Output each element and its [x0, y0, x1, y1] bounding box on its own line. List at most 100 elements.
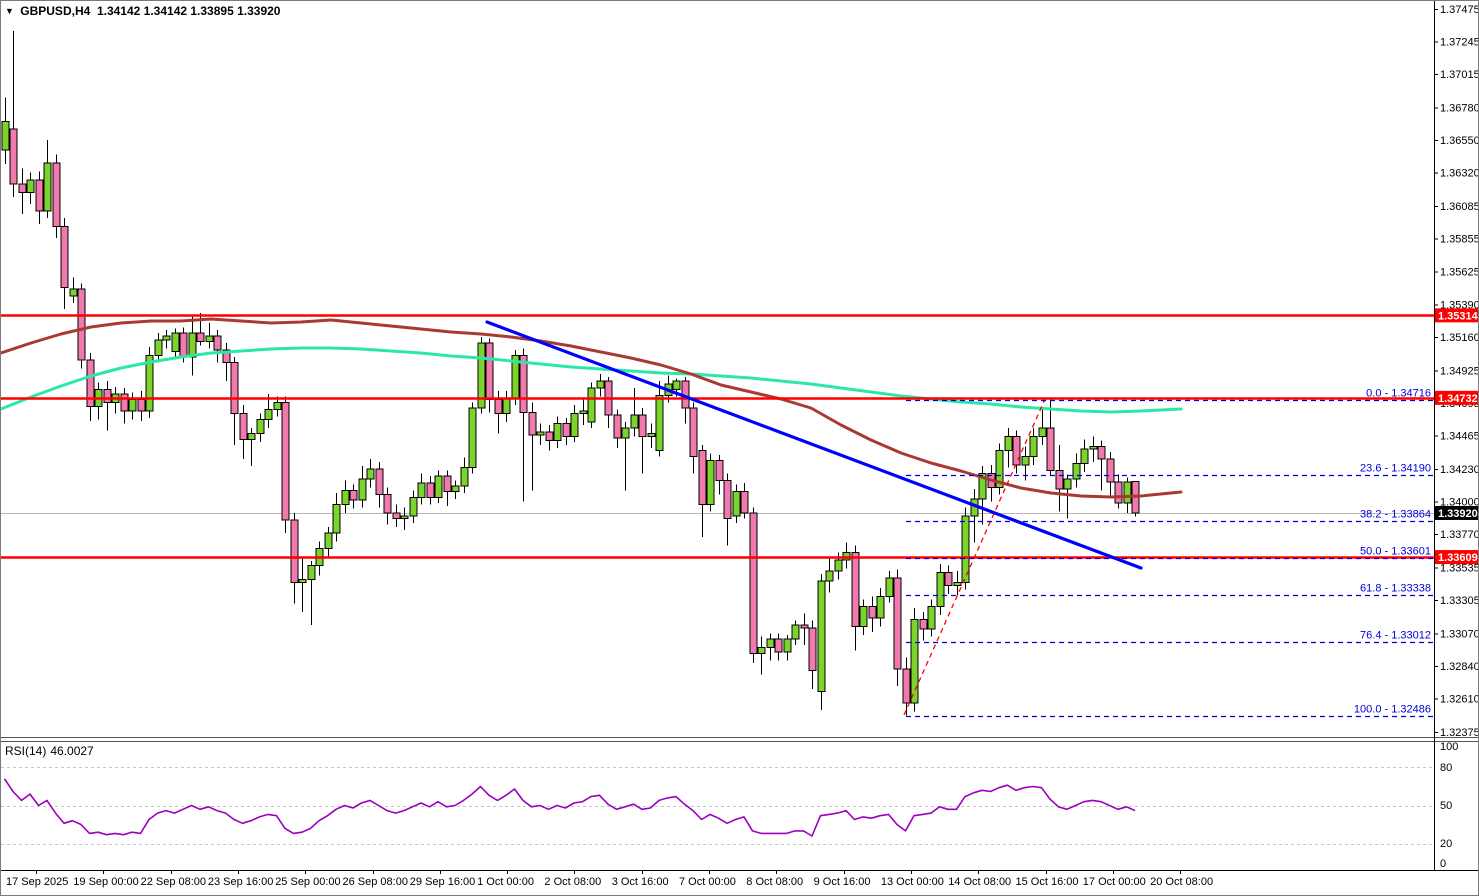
candle-up: [655, 394, 664, 452]
candle-down: [103, 389, 112, 403]
chart-title: ▼ GBPUSD,H4 1.34142 1.34142 1.33895 1.33…: [5, 4, 280, 18]
candle-up: [307, 564, 316, 581]
candle-up: [171, 332, 180, 352]
chart-menu-triangle-icon[interactable]: ▼: [5, 6, 14, 16]
rsi-value: 46.0027: [50, 744, 94, 758]
candle-down: [740, 491, 749, 514]
candle-up: [621, 427, 630, 439]
price-axis-label: 1.35855: [1440, 234, 1479, 246]
candle-up: [1004, 435, 1013, 452]
descending-trendline[interactable]: [485, 320, 1143, 570]
candle-up: [145, 355, 154, 412]
ohlc-readout: 1.34142 1.34142 1.33895 1.33920: [96, 4, 281, 18]
rsi-pane[interactable]: [1, 767, 1434, 845]
candle-up: [834, 559, 843, 572]
candle-up: [256, 418, 265, 435]
candle-up: [817, 580, 826, 693]
candle-down: [60, 226, 69, 289]
candle-down: [715, 460, 724, 481]
candle-up: [417, 482, 426, 498]
candle-up: [264, 408, 273, 420]
candle-down: [196, 332, 205, 342]
candle-up: [706, 460, 715, 505]
candle-up: [434, 475, 443, 498]
candle-up: [409, 496, 418, 517]
candle-down: [120, 393, 129, 412]
candle-up: [553, 423, 562, 442]
fibonacci-level-label: 100.0 - 1.32486: [1354, 704, 1431, 716]
candle-up: [630, 414, 639, 429]
time-axis-label: 19 Sep 00:00: [73, 876, 138, 888]
rsi-axis-label: 100: [1440, 741, 1458, 753]
rsi-axis-label: 50: [1440, 800, 1452, 812]
time-axis-label: 23 Sep 16:00: [208, 876, 273, 888]
candle-up: [766, 638, 775, 649]
rsi-name: RSI(14): [5, 744, 47, 758]
candle-up: [1063, 478, 1072, 490]
candle-down: [230, 362, 239, 415]
current-price-tag: [1435, 505, 1478, 520]
candle-up: [400, 515, 409, 520]
candle-up: [961, 515, 970, 583]
time-axis-label: 8 Oct 08:00: [746, 876, 803, 888]
candle-up: [205, 335, 214, 342]
candle-down: [893, 577, 902, 670]
candle-down: [485, 342, 494, 401]
candle-up: [885, 577, 894, 598]
fibonacci-diagonal-line[interactable]: [903, 396, 1047, 716]
fibonacci-level-label: 50.0 - 1.33601: [1360, 546, 1431, 558]
candle-down: [494, 399, 503, 415]
candle-down: [281, 401, 290, 521]
candle-down: [35, 179, 44, 212]
time-axis-label: 7 Oct 00:00: [679, 876, 736, 888]
candle-up: [672, 380, 681, 391]
candle-down: [290, 519, 299, 583]
candle-up: [1089, 445, 1098, 450]
candle-down: [545, 431, 554, 442]
candle-up: [26, 179, 35, 194]
candle-down: [213, 335, 222, 351]
candle-down: [689, 407, 698, 457]
fibonacci-retracement[interactable]: 0.0 - 1.34716 23.6 - 1.34190 38.2 - 1.3386…: [903, 388, 1434, 718]
price-axis-label: 1.32840: [1440, 661, 1479, 673]
candle-down: [77, 288, 86, 361]
candle-down: [383, 494, 392, 514]
candle-up: [1021, 455, 1030, 466]
candle-up: [460, 467, 469, 487]
candle-up: [468, 407, 477, 469]
candle-up: [647, 433, 656, 437]
candle-down: [239, 413, 248, 440]
time-axis-label: 9 Oct 16:00: [814, 876, 871, 888]
candle-up: [128, 399, 137, 412]
time-axis-label: 15 Oct 16:00: [1016, 876, 1079, 888]
candle-down: [1097, 445, 1106, 460]
candle-up: [570, 413, 579, 437]
candle-up: [154, 339, 163, 357]
price-axis-label: 1.36550: [1440, 135, 1479, 147]
candle-down: [851, 552, 860, 627]
ma-fast-teal[interactable]: [1, 346, 1183, 414]
candle-down: [749, 512, 758, 654]
candle-up: [995, 450, 1004, 488]
current-price-tag-text: 1.33920: [1438, 508, 1478, 520]
candle-down: [1012, 435, 1021, 466]
level-price-tag-text: 1.35314: [1438, 310, 1479, 322]
candle-up: [273, 401, 282, 410]
price-axis-label: 1.33305: [1440, 595, 1479, 607]
candle-down: [774, 638, 783, 653]
price-axis[interactable]: 1.37475 1.37245 1.37015 1.36780 1.36550 1.363…: [1434, 1, 1479, 870]
time-axis-label: 20 Oct 08:00: [1150, 876, 1213, 888]
ma-slow-brown[interactable]: [1, 317, 1183, 499]
time-axis[interactable]: 17 Sep 2025 19 Sep 00:00 22 Sep 08:00 23 Se…: [1, 870, 1479, 888]
candle-up: [332, 503, 341, 534]
price-axis-label: 1.33070: [1440, 628, 1479, 640]
fibonacci-level-label: 61.8 - 1.33338: [1360, 583, 1431, 595]
candle-down: [562, 423, 571, 437]
candle-up: [757, 647, 766, 654]
time-axis-label: 14 Oct 08:00: [948, 876, 1011, 888]
level-price-tag: [1435, 308, 1478, 323]
candle-up: [43, 162, 52, 212]
level-price-tag-text: 1.33609: [1438, 552, 1478, 564]
